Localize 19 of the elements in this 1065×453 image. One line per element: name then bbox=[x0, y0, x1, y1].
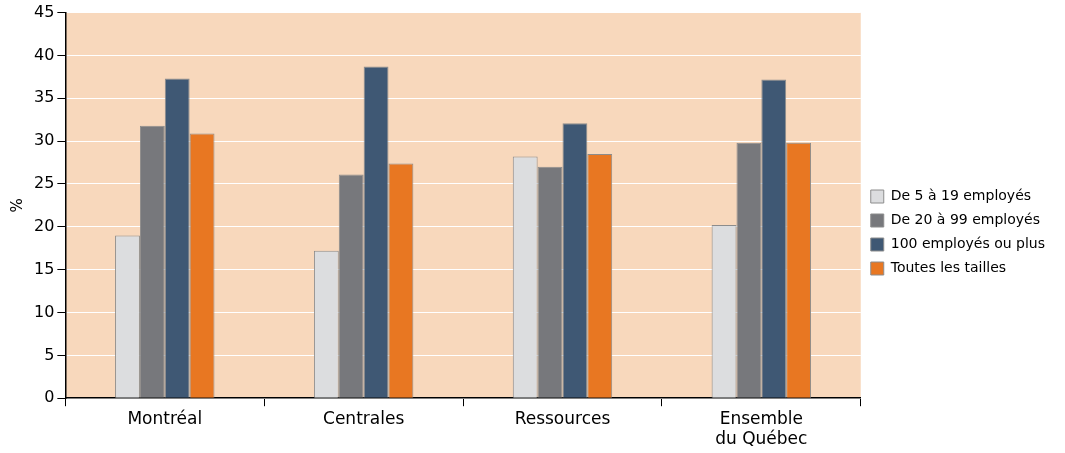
y-tick-label: 25 bbox=[34, 173, 55, 193]
x-tick-label: Montréal bbox=[127, 407, 203, 428]
y-tick-label: 45 bbox=[34, 1, 55, 21]
y-axis-title: % bbox=[7, 198, 26, 213]
legend-label: 100 employés ou plus bbox=[890, 235, 1046, 252]
y-tick-label: 20 bbox=[34, 215, 55, 235]
y-tick-label: 5 bbox=[44, 344, 55, 364]
legend-label: Toutes les tailles bbox=[889, 259, 1007, 276]
x-tick-label: Centrales bbox=[323, 407, 405, 428]
legend-label: De 20 à 99 employés bbox=[890, 211, 1040, 228]
y-tick-label: 15 bbox=[34, 258, 55, 278]
legend-label: De 5 à 19 employés bbox=[890, 187, 1032, 204]
x-tick-label: Ensemble du Québec bbox=[715, 407, 808, 449]
x-tick-label: Ressources bbox=[514, 407, 611, 428]
y-tick-label: 0 bbox=[44, 387, 55, 407]
y-tick-label: 10 bbox=[34, 301, 55, 321]
y-tick-label: 40 bbox=[34, 44, 55, 64]
y-tick-label: 30 bbox=[34, 130, 55, 150]
y-tick-label: 35 bbox=[34, 87, 55, 107]
